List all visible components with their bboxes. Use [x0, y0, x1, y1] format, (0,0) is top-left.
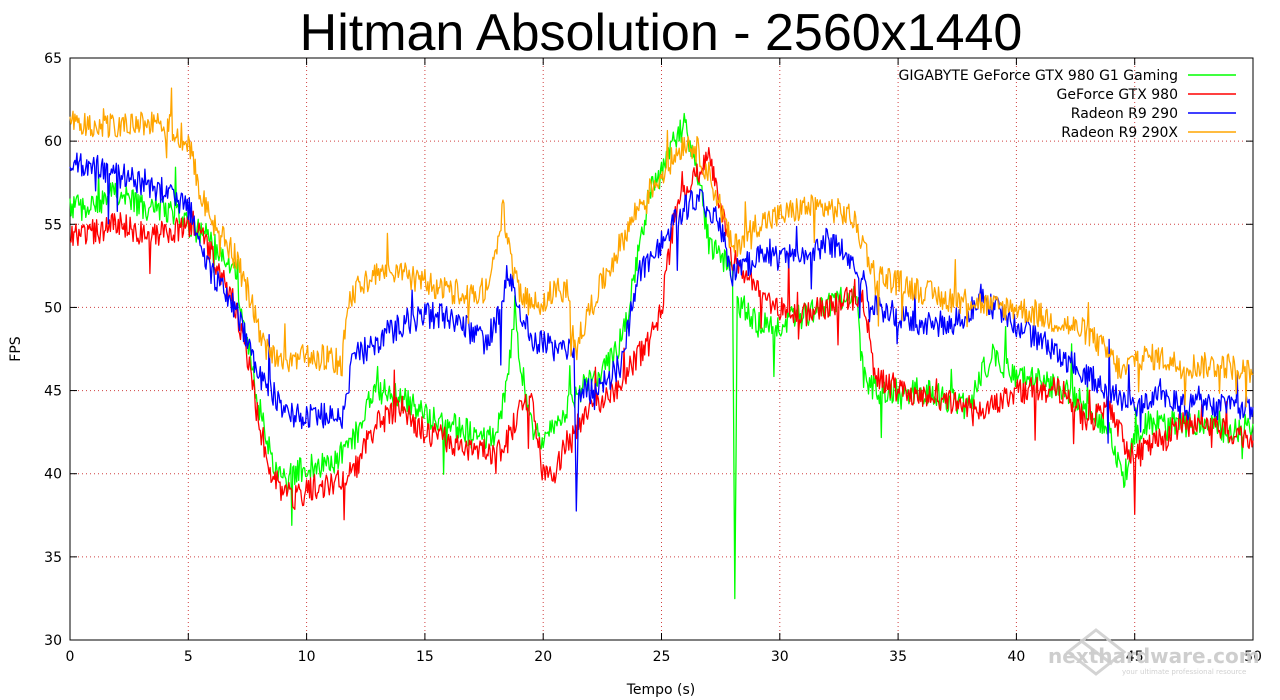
legend-label: GeForce GTX 980	[1057, 87, 1178, 103]
y-tick-label: 55	[44, 217, 62, 233]
watermark-logo-icon	[1065, 628, 1127, 676]
x-tick-label: 40	[1007, 649, 1025, 665]
y-axis-label: FPS	[8, 336, 24, 361]
y-tick-label: 50	[44, 300, 62, 316]
watermark-tagline: your ultimate professional resource	[1122, 668, 1246, 676]
x-tick-label: 35	[889, 649, 907, 665]
legend: GIGABYTE GeForce GTX 980 G1 Gaming GeForc…	[899, 68, 1236, 141]
watermark-brand: nexthardware.com	[1048, 644, 1260, 668]
y-tick-label: 35	[44, 550, 62, 566]
legend-label: Radeon R9 290X	[1061, 125, 1178, 141]
legend-label: Radeon R9 290	[1071, 106, 1178, 122]
series-line-4	[69, 87, 1254, 408]
axis-ticks: 0 5 10 15 20 25 30 35 40 45 50 30 35 40 45 50 55 60 65	[44, 51, 1262, 665]
legend-label: GIGABYTE GeForce GTX 980 G1 Gaming	[899, 68, 1178, 84]
y-tick-label: 40	[44, 467, 62, 483]
x-tick-label: 25	[653, 649, 671, 665]
watermark: nexthardware.com your ultimate professio…	[1048, 628, 1260, 676]
y-tick-label: 45	[44, 384, 62, 400]
x-tick-label: 0	[66, 649, 75, 665]
y-tick-label: 60	[44, 134, 62, 150]
y-tick-label: 30	[44, 633, 62, 649]
x-tick-label: 10	[298, 649, 316, 665]
x-tick-label: 30	[771, 649, 789, 665]
x-axis-label: Tempo (s)	[626, 682, 696, 698]
x-tick-label: 45	[1126, 649, 1144, 665]
chart-title: Hitman Absolution - 2560x1440	[300, 4, 1023, 62]
x-tick-label: 20	[534, 649, 552, 665]
series-layer	[69, 87, 1254, 600]
watermark-logo-line-icon	[1079, 638, 1113, 666]
y-tick-label: 65	[44, 51, 62, 67]
grid	[70, 58, 1253, 640]
series-line-2	[69, 147, 1254, 521]
x-tick-label: 15	[416, 649, 434, 665]
x-tick-label: 50	[1244, 649, 1262, 665]
x-tick-label: 5	[184, 649, 193, 665]
series-line-3	[69, 152, 1254, 512]
